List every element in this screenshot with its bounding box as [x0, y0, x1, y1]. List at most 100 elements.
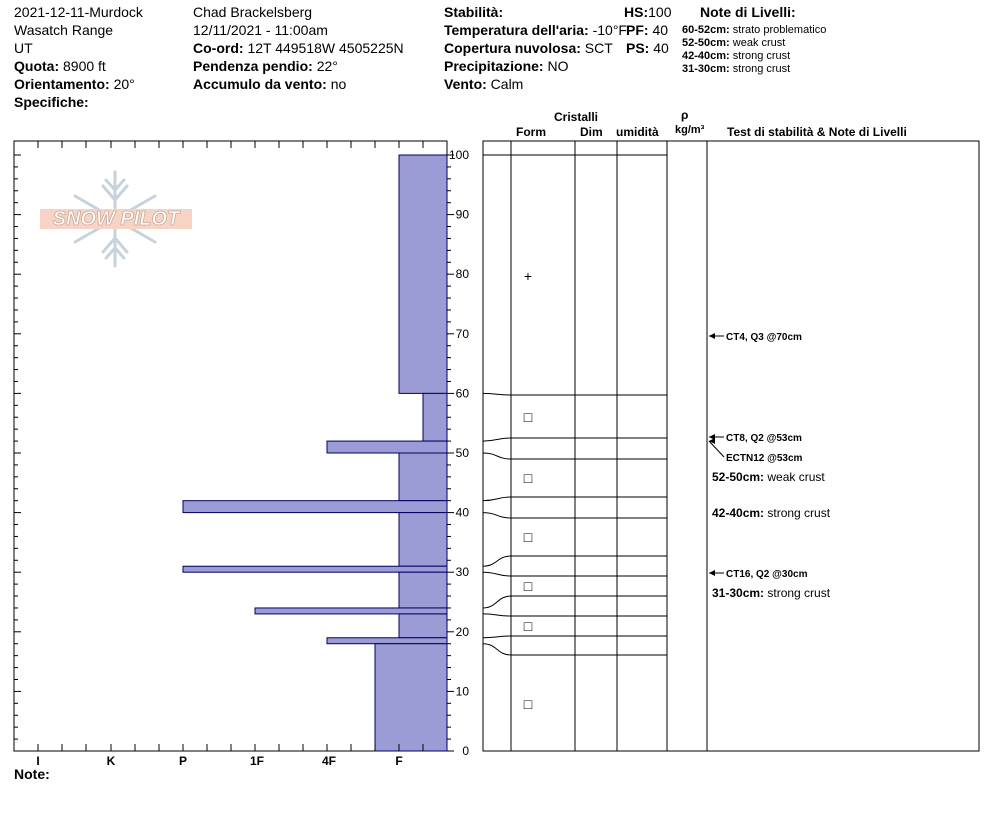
cloud-cover-label: Copertura nuvolosa:	[444, 40, 581, 56]
y-tick-label: 80	[456, 267, 470, 281]
hardness-bar	[254, 607, 448, 615]
snow-height: HS:100	[624, 4, 671, 21]
hardness-bar	[398, 512, 448, 567]
precipitation: Precipitazione: NO	[444, 58, 568, 75]
layer-annotation: 42-40cm: strong crust	[712, 506, 831, 520]
hardness-plot: I K P 1F 4F F 0 10 20 30 40 50 60 70 80 90 100	[13, 140, 470, 768]
layer-boundary-connector	[482, 452, 512, 460]
hardness-bar	[422, 392, 448, 442]
stability-test-pointer	[708, 440, 725, 458]
layer-boundary-connector	[482, 437, 512, 442]
stability-test-arrowhead	[709, 570, 715, 576]
stability-test-label: ECTN12 @53cm	[726, 453, 803, 464]
layer-note-item: 31-30cm: strong crust	[682, 63, 790, 76]
density-symbol: ρ	[681, 108, 689, 122]
aspect-value: 20°	[113, 76, 135, 92]
aspect: Orientamento: 20°	[14, 76, 135, 93]
snowpilot-logo: SNOW PILOT	[40, 170, 192, 268]
layer-note-text: strong crust	[732, 63, 791, 75]
logo-flake-branch	[104, 178, 126, 193]
stability-test-label: CT8, Q2 @53cm	[726, 433, 802, 444]
layer-boundary-connector	[482, 555, 512, 567]
y-tick-label: 10	[456, 684, 470, 698]
crystals-header: Cristalli	[554, 110, 599, 124]
grain-form-symbol: □	[524, 529, 533, 545]
form-header: Form	[516, 125, 546, 139]
y-tick-label: 70	[456, 327, 470, 341]
foot-penetration-value: 40	[652, 22, 669, 38]
grain-form-symbol: □	[524, 578, 533, 594]
stability-test-arrowhead	[709, 434, 715, 440]
logo-flake-branch	[101, 184, 129, 203]
ski-penetration-value: 40	[653, 40, 669, 56]
logo-flake-branch	[104, 245, 126, 260]
logo-banner	[40, 209, 192, 229]
wind-loading-value: no	[330, 76, 347, 92]
hardness-bar	[398, 452, 448, 502]
y-tick-label: 90	[456, 208, 470, 222]
layer-boundary-connector	[482, 392, 512, 396]
x-tick-label: 4F	[322, 754, 336, 768]
layer-annotation-range: 52-50cm:	[712, 470, 767, 484]
logo-text: SNOW PILOT	[53, 208, 181, 230]
layer-boundary-connector	[482, 643, 512, 656]
grain-form-symbol: □	[524, 470, 533, 486]
snow-height-label: HS:	[624, 4, 649, 20]
y-tick-label: 100	[449, 148, 469, 162]
layer-boundary-connector	[482, 512, 512, 519]
profile-title: 2021-12-11-Murdock	[14, 4, 143, 20]
ski-penetration-label: PS:	[626, 40, 650, 56]
state: UT	[14, 40, 33, 56]
profile-table: + □ □ □ □ □ □ CT4, Q3 @70cm CT8, Q2 @53cm ECTN12 …	[482, 140, 980, 752]
hardness-bar	[326, 637, 448, 645]
air-temperature-label: Temperatura dell'aria:	[444, 22, 589, 38]
layer-note-text: weak crust	[732, 37, 786, 49]
stability-test-label: CT4, Q3 @70cm	[726, 332, 802, 343]
layer-boundary-connector	[482, 496, 512, 502]
y-tick-label: 50	[456, 446, 470, 460]
notes-label: Note:	[14, 766, 50, 782]
wind: Vento: Calm	[444, 76, 523, 93]
wind-loading-label: Accumulo da vento:	[193, 76, 327, 92]
y-tick-label: 40	[456, 506, 470, 520]
grain-form-symbol: □	[524, 409, 533, 425]
wetness-header: umidità	[616, 125, 659, 139]
layer-note-range: 42-40cm:	[682, 50, 730, 62]
elevation-value: 8900 ft	[63, 58, 106, 74]
slope-angle-label: Pendenza pendio:	[193, 58, 313, 74]
coordinates: Co-ord: 12T 449518W 4505225N	[193, 40, 404, 57]
size-header: Dim	[580, 125, 603, 139]
stability-tests-header: Test di stabilità & Note di Livelli	[727, 125, 907, 139]
layer-note-text: strong crust	[732, 50, 791, 62]
snow-height-value: 100	[648, 4, 672, 20]
x-tick-label: I	[36, 754, 39, 768]
stability-test-label: CT16, Q2 @30cm	[726, 569, 808, 580]
precipitation-label: Precipitazione:	[444, 58, 544, 74]
grain-form-symbol: +	[524, 268, 532, 284]
hardness-bar	[182, 500, 448, 514]
layer-notes-title: Note di Livelli:	[700, 4, 796, 20]
air-temperature: Temperatura dell'aria: -10°F	[444, 22, 627, 39]
hardness-bar	[398, 613, 448, 639]
foot-penetration-label: PF:	[626, 22, 649, 38]
layer-note-item: 60-52cm: strato problematico	[682, 24, 826, 37]
stability-label: Stabilità:	[444, 4, 504, 20]
specifics-label: Specifiche:	[14, 94, 89, 110]
grain-form-symbol: □	[524, 696, 533, 712]
density-unit: kg/m³	[675, 124, 705, 136]
aspect-label: Orientamento:	[14, 76, 110, 92]
slope-angle: Pendenza pendio: 22°	[193, 58, 338, 75]
profile-table-frame	[482, 140, 980, 752]
layer-annotation-text: strong crust	[767, 586, 830, 600]
observer-name: Chad Brackelsberg	[193, 4, 313, 20]
logo-flake-branch	[101, 235, 129, 254]
y-tick-label: 20	[456, 625, 470, 639]
hardness-bar	[374, 643, 448, 752]
coordinates-label: Co-ord:	[193, 40, 244, 56]
y-tick-label: 0	[462, 744, 469, 758]
layer-annotation-range: 31-30cm:	[712, 586, 767, 600]
elevation-label: Quota:	[14, 58, 60, 74]
x-tick-label: P	[179, 754, 187, 768]
layer-note-range: 60-52cm:	[682, 24, 730, 36]
